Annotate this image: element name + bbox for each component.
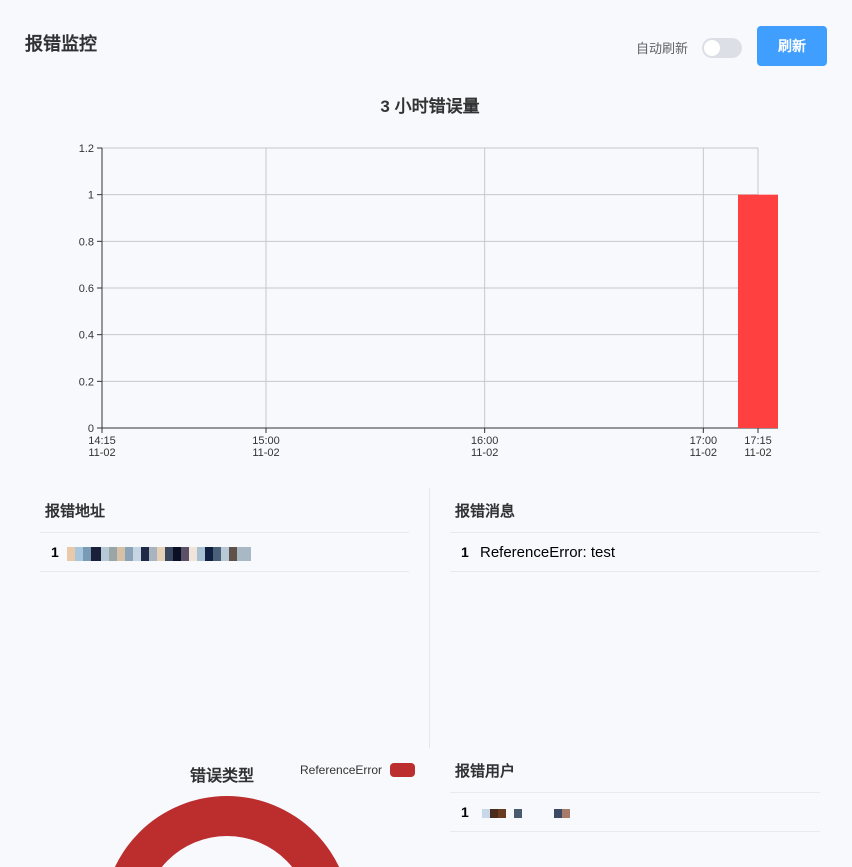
x-tick-label: 17:15 [744, 435, 772, 447]
row-index: 1 [461, 804, 469, 820]
divider [450, 571, 820, 572]
row-index: 1 [51, 544, 59, 560]
x-tick-date-label: 11-02 [88, 447, 115, 459]
page-title: 报错监控 [25, 34, 97, 54]
y-tick-label: 1.2 [79, 143, 94, 155]
y-tick-label: 0.2 [79, 376, 94, 388]
divider [40, 532, 409, 533]
x-tick-date-label: 11-02 [744, 447, 771, 459]
error-users-title: 报错用户 [455, 763, 516, 780]
divider [450, 792, 820, 793]
x-tick-date-label: 11-02 [471, 447, 498, 459]
donut-slice[interactable] [103, 796, 351, 867]
x-tick-date-label: 11-02 [690, 447, 717, 459]
y-tick-label: 0.4 [79, 330, 94, 342]
error-urls-title: 报错地址 [45, 503, 106, 520]
error-messages-title: 报错消息 [455, 503, 516, 520]
x-tick-label: 16:00 [471, 435, 499, 447]
legend-swatch [390, 763, 415, 777]
error-types-title: 错误类型 [190, 768, 255, 785]
chart-title: 3 小时错误量 [380, 97, 480, 116]
error-type-donut [103, 796, 351, 867]
auto-refresh-control: 自动刷新 [636, 38, 688, 57]
x-tick-label: 14:15 [88, 435, 116, 447]
x-tick-label: 15:00 [252, 435, 280, 447]
error-count-chart: 00.20.40.60.811.214:1511-0215:0011-0216:… [79, 143, 778, 459]
y-tick-label: 0.8 [79, 236, 94, 248]
auto-refresh-toggle[interactable] [702, 38, 742, 58]
divider [40, 571, 409, 572]
x-tick-date-label: 11-02 [252, 447, 279, 459]
auto-refresh-label: 自动刷新 [636, 41, 689, 56]
row-index: 1 [461, 544, 469, 560]
toggle-knob [704, 40, 720, 56]
y-tick-label: 0.6 [79, 283, 94, 295]
redacted-user [482, 809, 570, 818]
divider [450, 532, 820, 533]
y-tick-label: 1 [88, 190, 94, 202]
legend-label[interactable]: ReferenceError [300, 763, 383, 777]
y-tick-label: 0 [88, 423, 94, 435]
error-message-text: ReferenceError: test [480, 544, 616, 561]
divider [450, 831, 820, 832]
column-divider [429, 488, 430, 748]
bar [738, 194, 778, 428]
redacted-url [67, 547, 251, 561]
x-tick-label: 17:00 [690, 435, 718, 447]
refresh-button[interactable]: 刷新 [757, 26, 827, 66]
